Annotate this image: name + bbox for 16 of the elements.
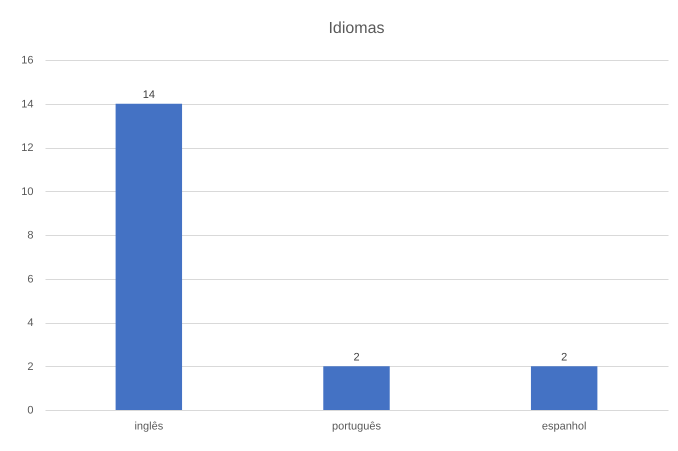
data-label: 2 [561,351,568,364]
x-tick-label: espanhol [542,420,586,432]
data-label: 2 [353,351,360,364]
x-tick-label: português [332,420,382,432]
y-tick-label: 0 [27,404,34,416]
y-tick-label: 10 [21,186,34,198]
chart-title: Idiomas [328,20,385,37]
y-tick-label: 2 [27,360,34,373]
y-tick-label: 6 [27,273,34,286]
y-tick-label: 12 [21,142,34,154]
y-tick-label: 14 [21,98,34,110]
data-label: 14 [142,88,155,101]
y-tick-label: 16 [21,54,34,66]
y-tick-label: 4 [27,317,34,329]
x-tick-label: inglês [134,420,164,432]
y-tick-label: 8 [27,230,34,242]
